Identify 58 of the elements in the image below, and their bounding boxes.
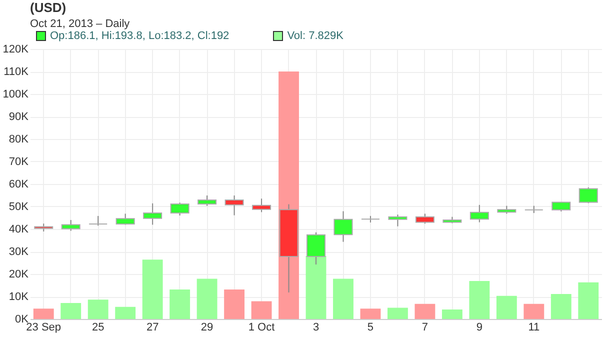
y-tick-label: 30K <box>8 246 30 258</box>
candlestick <box>88 215 108 226</box>
x-tick-label: 27 <box>146 322 159 334</box>
candlestick <box>252 198 272 213</box>
y-tick-label: 110K <box>4 66 30 78</box>
candlestick <box>224 194 244 216</box>
y-tick-label: 100K <box>2 88 30 100</box>
bar <box>524 304 544 319</box>
bar <box>251 301 272 319</box>
candlestick <box>170 202 190 216</box>
y-tick-label: 40K <box>8 224 30 236</box>
x-tick-label: 23 Sep <box>26 322 62 334</box>
x-tick-label: 29 <box>200 322 214 334</box>
y-tick-label: 80K <box>8 134 30 146</box>
legend-label: Vol: 7.829K <box>287 30 344 42</box>
y-tick-label: 60K <box>8 178 30 190</box>
x-tick-label: 11 <box>528 322 540 334</box>
bar <box>33 308 54 319</box>
y-tick-label: 50K <box>8 201 30 213</box>
bar <box>414 304 436 319</box>
bar <box>115 306 136 319</box>
candlestick <box>143 202 162 226</box>
bar <box>578 282 599 319</box>
bar <box>360 308 381 319</box>
bar <box>550 294 572 319</box>
bar <box>333 278 354 319</box>
bar <box>170 290 190 319</box>
bar <box>88 300 108 319</box>
bar <box>142 260 163 319</box>
chart-subtitle: Oct 21, 2013 – Daily <box>30 18 130 30</box>
legend-label: Op:186.1, Hi:193.8, Lo:183.2, Cl:192 <box>50 30 230 42</box>
candlestick <box>388 214 408 227</box>
bar <box>469 280 490 319</box>
bar <box>388 308 408 319</box>
bar <box>496 296 517 319</box>
candlestick <box>578 186 598 204</box>
bar <box>224 290 244 319</box>
candlestick <box>198 194 217 206</box>
candlestick <box>61 220 80 232</box>
y-tick-label: 10K <box>8 291 30 303</box>
bar <box>442 310 462 319</box>
candlestick <box>415 213 434 224</box>
y-tick-label: 70K <box>8 156 30 168</box>
x-tick-label: 7 <box>422 322 428 334</box>
x-tick-label: 3 <box>312 322 320 334</box>
y-tick-label: 20K <box>8 268 30 280</box>
candlestick <box>470 204 489 223</box>
x-tick-label: 5 <box>367 322 374 334</box>
candlestick <box>334 210 353 242</box>
x-tick-label: 25 <box>92 322 104 334</box>
y-tick-label: 120K <box>2 44 30 56</box>
bar <box>196 278 218 319</box>
bar <box>60 303 82 319</box>
x-tick-label: 9 <box>476 322 482 334</box>
y-tick-label: 90K <box>8 111 30 123</box>
x-tick-label: 1 Oct <box>248 322 275 334</box>
chart-title: (USD) <box>30 0 66 15</box>
candlestick <box>552 202 571 212</box>
